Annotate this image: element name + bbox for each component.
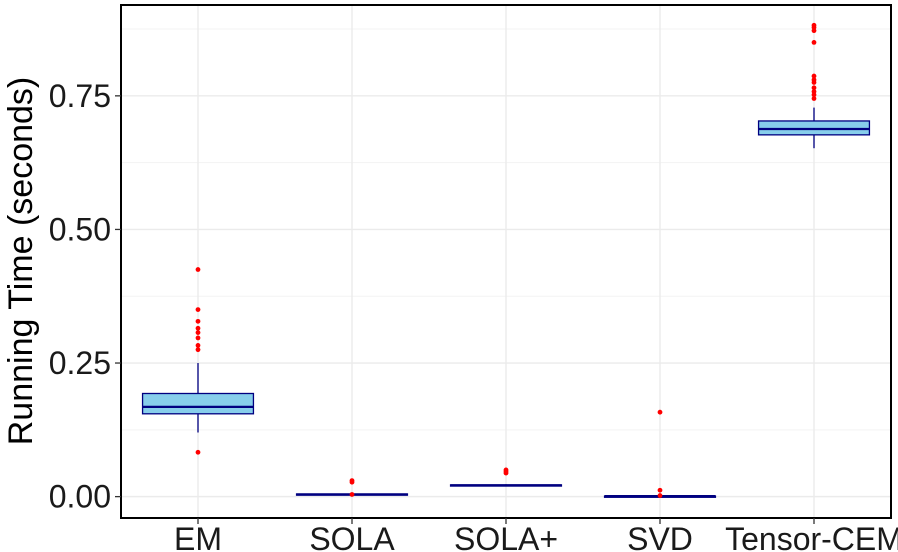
box-plot-series xyxy=(141,22,871,498)
x-tick-label: SOLA+ xyxy=(454,521,558,552)
outlier-point xyxy=(195,307,201,312)
box-svd xyxy=(603,409,717,498)
outlier-point xyxy=(195,342,201,348)
box-sola- xyxy=(449,467,563,487)
outlier-point xyxy=(349,478,355,483)
outlier-point xyxy=(195,347,201,353)
outlier-point xyxy=(811,89,817,94)
y-tick-label: 0.50 xyxy=(49,211,111,247)
box-em xyxy=(141,267,255,455)
box-sola xyxy=(295,478,409,497)
x-tick-label: Tensor-CEM xyxy=(725,521,898,552)
outlier-point xyxy=(195,318,201,324)
outlier-point xyxy=(657,409,663,415)
box-tensor-cem xyxy=(757,22,871,149)
x-tick-label: SOLA xyxy=(309,521,395,552)
outlier-point xyxy=(503,467,509,473)
y-tick-label: 0.75 xyxy=(49,78,111,114)
outlier-point xyxy=(195,335,201,341)
outlier-point xyxy=(195,267,201,272)
x-tick-label: SVD xyxy=(627,521,693,552)
axis-ticks: 0.00 0.25 0.50 0.75 EM SOLA SOLA+ SVD Tensor-CEM xyxy=(49,78,898,552)
y-axis-title: Running Time (seconds) xyxy=(2,77,40,446)
outlier-point xyxy=(195,330,201,335)
y-tick-label: 0.25 xyxy=(49,345,111,381)
outlier-point xyxy=(195,325,201,331)
outlier-point xyxy=(811,96,817,101)
grid-lines xyxy=(121,5,891,518)
outlier-point xyxy=(657,487,663,493)
outlier-point xyxy=(349,492,355,497)
y-tick-label: 0.00 xyxy=(49,479,111,515)
outlier-point xyxy=(811,40,817,45)
outlier-point xyxy=(811,77,817,83)
x-tick-label: EM xyxy=(174,521,222,552)
box-body xyxy=(141,392,255,415)
outlier-point xyxy=(657,493,663,498)
outlier-point xyxy=(811,73,817,79)
outlier-point xyxy=(195,449,201,455)
outlier-point xyxy=(811,85,817,91)
outlier-point xyxy=(811,22,817,28)
